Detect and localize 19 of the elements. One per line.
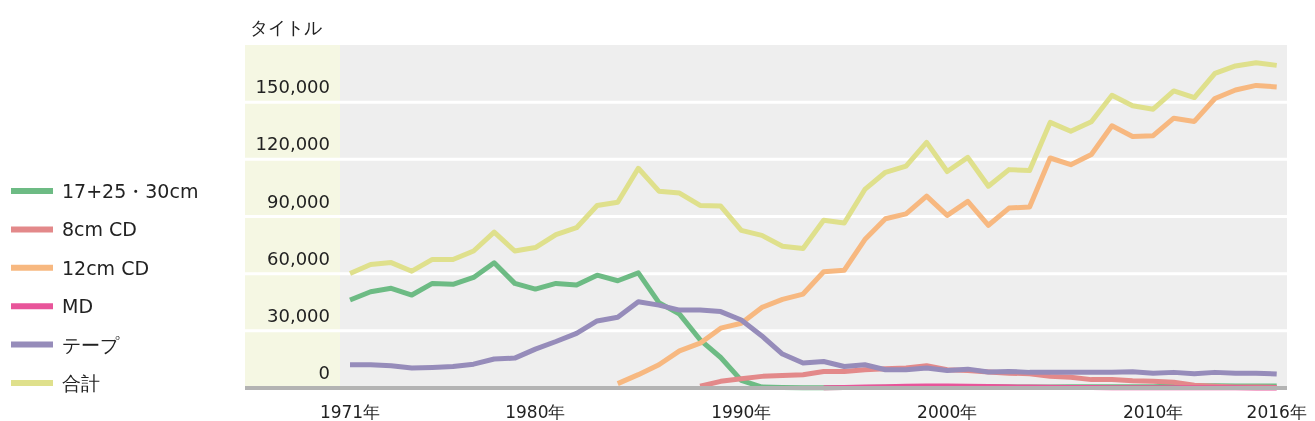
y-tick-label: 0 (318, 362, 330, 383)
chart-title: タイトル (250, 17, 322, 38)
x-tick-label: 2000年 (917, 402, 978, 421)
x-tick-label: 1990年 (711, 402, 772, 421)
legend-label: 合計 (62, 372, 100, 394)
x-tick-label: 2016年 (1246, 402, 1307, 421)
x-tick-label: 1980年 (505, 402, 566, 421)
y-tick-label: 60,000 (267, 247, 330, 269)
legend-label: 12cm CD (62, 256, 150, 279)
legend-label: 8cm CD (62, 218, 137, 241)
x-tick-label: 1971年 (319, 402, 381, 421)
legend-label: MD (62, 295, 94, 318)
y-tick-label: 30,000 (267, 304, 330, 326)
legend-label: テープ (62, 333, 120, 356)
y-tick-label: 90,000 (267, 190, 330, 212)
x-tick-label: 2010年 (1123, 402, 1184, 421)
legend-label: 17+25・30cm (62, 180, 199, 202)
y-tick-label: 150,000 (255, 76, 330, 98)
y-tick-label: 120,000 (255, 133, 330, 155)
